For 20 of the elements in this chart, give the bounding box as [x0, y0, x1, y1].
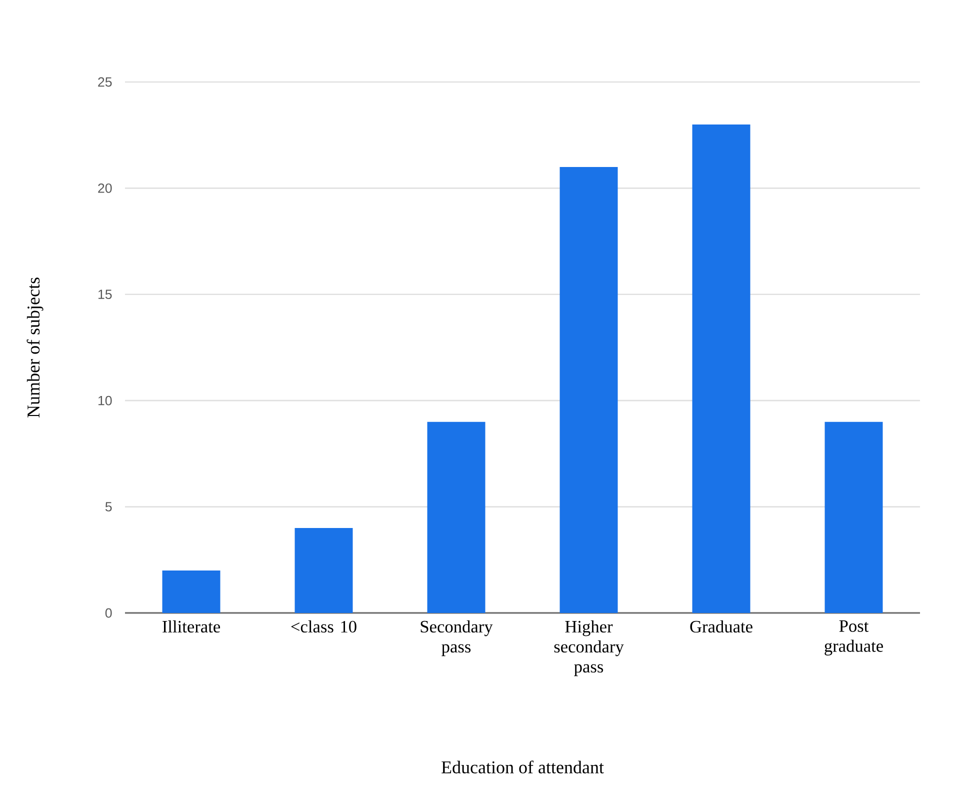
y-tick-label: 0 — [105, 608, 112, 618]
bar — [162, 570, 220, 613]
x-tick-label: <class 10 — [291, 620, 356, 633]
x-tick-label: Secondary pass — [420, 620, 493, 656]
y-tick-label: 15 — [98, 290, 112, 300]
x-tick-label: Higher secondary pass — [554, 620, 624, 676]
y-tick-label: 25 — [98, 77, 112, 87]
x-tick-label: Illiterate — [162, 620, 220, 633]
bar — [294, 528, 353, 613]
bar — [560, 166, 618, 613]
x-axis-title: Education of attendant — [442, 760, 604, 774]
y-tick-label: 20 — [98, 183, 112, 193]
bar — [824, 422, 883, 613]
bar — [692, 124, 750, 613]
x-tick-label: Graduate — [690, 620, 752, 633]
y-axis-title: Number of subjects — [26, 278, 44, 418]
x-tick-label: Post graduate — [824, 620, 883, 656]
y-tick-label: 10 — [98, 396, 112, 406]
bar — [427, 422, 486, 613]
y-tick-label: 5 — [105, 502, 112, 512]
